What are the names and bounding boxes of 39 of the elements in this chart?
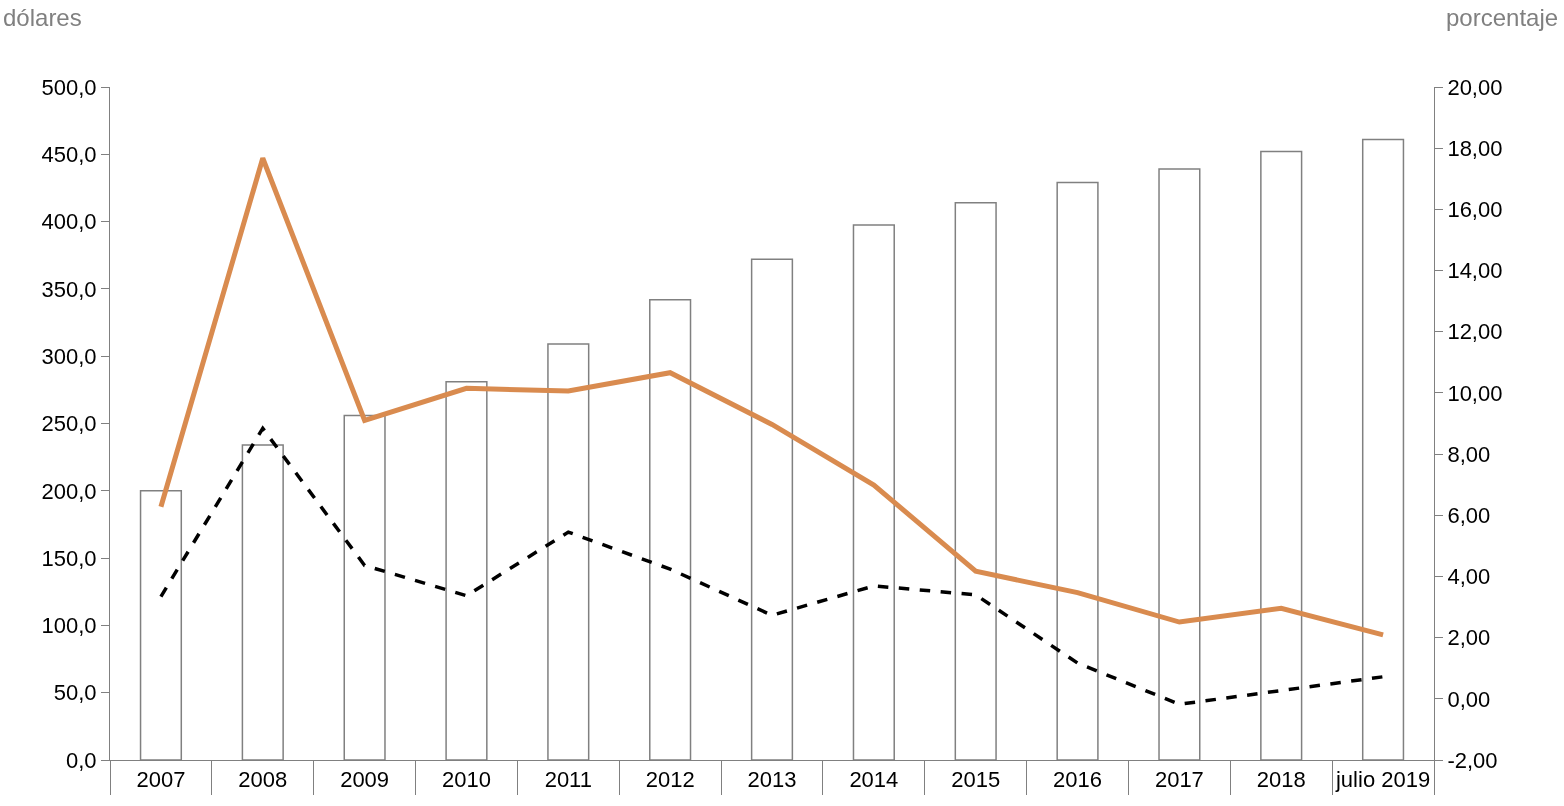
y-tick-label: 500,0 (41, 74, 97, 100)
x-tick-label: 2008 (238, 767, 288, 793)
y2-tick-label: 16,00 (1447, 197, 1503, 223)
line-series (159, 426, 1385, 707)
x-tick-label: 2017 (1154, 767, 1204, 793)
y2-tick-label: 14,00 (1447, 258, 1503, 284)
x-tick-label: 2014 (849, 767, 899, 793)
y-tick-label: 0,0 (66, 747, 97, 773)
x-tick-label: 2011 (544, 767, 592, 793)
y2-tick-label: 0,00 (1447, 686, 1491, 712)
y-tick-label: 50,0 (53, 680, 97, 706)
y-tick-label: 450,0 (41, 142, 97, 167)
x-tick-label: 2016 (1053, 767, 1103, 793)
x-tick-label: 2015 (951, 767, 1001, 793)
y2-tick-label: 18,00 (1447, 135, 1503, 161)
x-tick-label: julio 2019 (1334, 767, 1431, 793)
y2-axis-title: porcentaje (1446, 4, 1559, 31)
y2-tick-label: 6,00 (1447, 502, 1491, 528)
y-tick-label: 400,0 (41, 209, 97, 235)
y2-tick-label: 20,00 (1447, 74, 1503, 100)
y2-tick-label: 8,00 (1447, 441, 1491, 467)
x-tick-label: 2012 (645, 767, 695, 793)
y-tick-label: 300,0 (41, 343, 97, 369)
y-tick-label: 350,0 (41, 276, 97, 302)
y2-tick-label: -2,00 (1447, 747, 1498, 773)
y-tick-label: 150,0 (41, 545, 97, 571)
x-tick-label: 2018 (1256, 767, 1306, 793)
y2-tick-label: 10,00 (1447, 380, 1503, 406)
y-axis-title: dólares (3, 4, 82, 31)
x-tick-label: 2013 (747, 767, 797, 793)
x-tick-label: 2009 (340, 767, 390, 793)
x-tick-label: 2007 (136, 767, 186, 793)
y-tick-label: 250,0 (41, 411, 97, 437)
y2-tick-label: 12,00 (1447, 319, 1503, 345)
y2-tick-label: 2,00 (1447, 625, 1491, 651)
y2-tick-label: 4,00 (1447, 564, 1491, 590)
y-tick-label: 200,0 (41, 478, 97, 504)
y-tick-label: 100,0 (41, 613, 97, 639)
x-tick-label: 2010 (441, 767, 491, 793)
